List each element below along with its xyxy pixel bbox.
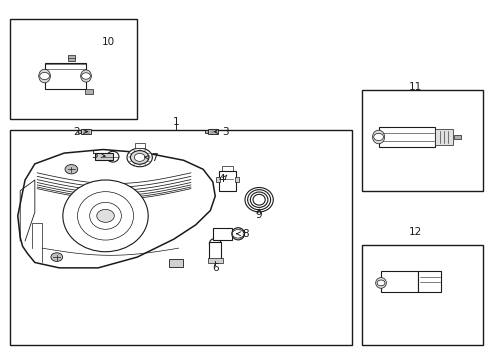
Text: 2: 2 (73, 127, 80, 136)
Bar (95, 153, 113, 160)
Circle shape (232, 229, 244, 238)
Polygon shape (18, 149, 215, 268)
Bar (361, 90, 483, 191)
Circle shape (40, 72, 49, 80)
Circle shape (376, 280, 384, 286)
Bar (221, 166, 233, 172)
Bar (81, 129, 91, 134)
Ellipse shape (231, 228, 244, 240)
Bar (380, 271, 417, 292)
Bar (212, 228, 232, 239)
Ellipse shape (250, 192, 267, 207)
Bar (207, 129, 218, 134)
Bar (234, 177, 238, 182)
Ellipse shape (247, 190, 270, 210)
Bar (68, 55, 75, 60)
Bar (168, 259, 182, 267)
Bar (361, 244, 483, 345)
Circle shape (373, 134, 383, 140)
Ellipse shape (372, 130, 384, 144)
Bar (135, 143, 144, 148)
Bar (218, 171, 236, 191)
Bar (417, 271, 440, 292)
Ellipse shape (106, 151, 119, 162)
Text: 7: 7 (151, 153, 157, 163)
Bar (453, 135, 460, 139)
Circle shape (81, 73, 90, 79)
Text: 6: 6 (211, 262, 218, 273)
Bar (209, 242, 221, 258)
Ellipse shape (89, 202, 121, 229)
Ellipse shape (252, 194, 264, 205)
Bar (434, 129, 452, 145)
Text: 9: 9 (255, 210, 262, 220)
Circle shape (65, 165, 78, 174)
Ellipse shape (63, 180, 148, 252)
Text: 8: 8 (242, 229, 249, 239)
Bar (378, 127, 434, 147)
Bar (85, 89, 93, 94)
Text: 12: 12 (407, 227, 421, 237)
Bar (207, 258, 222, 263)
Bar (204, 130, 207, 133)
Ellipse shape (130, 150, 149, 164)
Text: 5: 5 (91, 150, 98, 160)
Text: 1: 1 (173, 117, 179, 127)
Bar (10, 19, 137, 119)
Text: 10: 10 (101, 37, 114, 47)
Text: 4: 4 (218, 174, 224, 184)
Bar (78, 130, 81, 133)
Ellipse shape (134, 153, 145, 161)
Bar (216, 177, 220, 182)
Ellipse shape (209, 238, 221, 248)
Ellipse shape (77, 192, 133, 240)
Ellipse shape (244, 188, 273, 212)
Ellipse shape (39, 69, 50, 83)
Text: 11: 11 (407, 82, 421, 92)
Ellipse shape (127, 148, 152, 167)
Circle shape (97, 210, 114, 222)
Bar (10, 130, 351, 345)
Bar (44, 63, 86, 89)
Ellipse shape (81, 70, 91, 82)
Circle shape (51, 253, 62, 261)
Text: 3: 3 (221, 127, 228, 136)
Ellipse shape (375, 278, 386, 288)
